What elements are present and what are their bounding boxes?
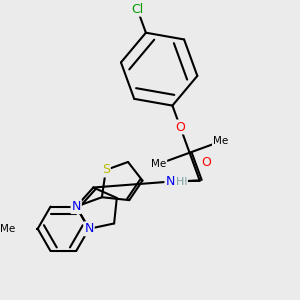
Text: N: N <box>84 222 94 235</box>
Text: H: H <box>179 177 187 187</box>
Text: Me: Me <box>213 136 228 146</box>
Text: Me: Me <box>0 224 16 234</box>
Text: Me: Me <box>151 159 166 169</box>
Text: Cl: Cl <box>131 3 143 16</box>
Text: N: N <box>165 175 175 188</box>
Text: N: N <box>71 200 81 213</box>
Text: H: H <box>176 177 184 187</box>
Text: O: O <box>202 156 212 169</box>
Text: S: S <box>102 164 110 176</box>
Text: O: O <box>175 121 185 134</box>
